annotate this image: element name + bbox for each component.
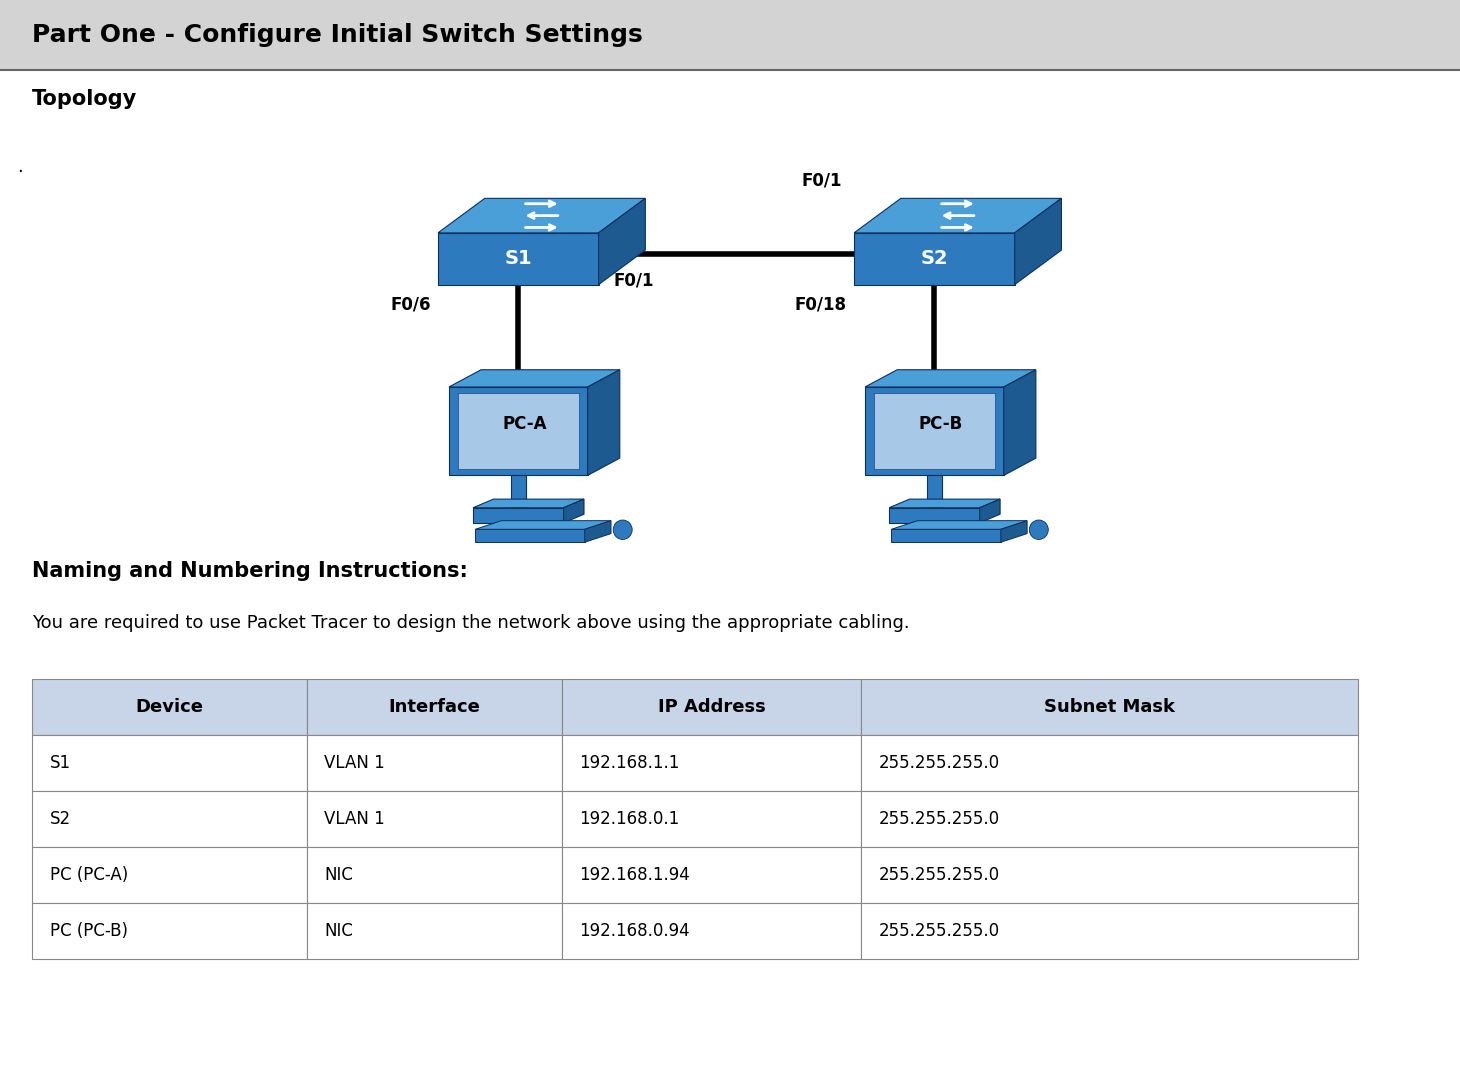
Polygon shape — [864, 387, 1004, 475]
Text: Interface: Interface — [388, 699, 480, 716]
Text: 255.255.255.0: 255.255.255.0 — [879, 811, 1000, 828]
Text: PC (PC-A): PC (PC-A) — [50, 867, 128, 884]
Text: 192.168.1.94: 192.168.1.94 — [580, 867, 691, 884]
Polygon shape — [511, 475, 526, 508]
Ellipse shape — [1029, 520, 1048, 539]
Polygon shape — [1015, 198, 1061, 285]
Text: Device: Device — [136, 699, 203, 716]
FancyBboxPatch shape — [562, 735, 861, 791]
FancyBboxPatch shape — [861, 679, 1358, 735]
FancyBboxPatch shape — [562, 903, 861, 959]
Text: S2: S2 — [50, 811, 70, 828]
Text: Addressing Table: Addressing Table — [32, 682, 234, 702]
Polygon shape — [438, 233, 599, 285]
FancyBboxPatch shape — [861, 847, 1358, 903]
FancyBboxPatch shape — [32, 735, 307, 791]
Polygon shape — [889, 499, 1000, 508]
Text: PC-A: PC-A — [502, 415, 548, 433]
Polygon shape — [854, 198, 1061, 233]
Polygon shape — [599, 198, 645, 285]
FancyBboxPatch shape — [307, 791, 562, 847]
Text: 192.168.0.94: 192.168.0.94 — [580, 923, 691, 940]
Polygon shape — [450, 370, 619, 387]
FancyBboxPatch shape — [861, 735, 1358, 791]
Polygon shape — [473, 499, 584, 508]
Text: IP Address: IP Address — [658, 699, 765, 716]
FancyBboxPatch shape — [307, 847, 562, 903]
Polygon shape — [889, 508, 980, 523]
Text: S1: S1 — [505, 249, 531, 268]
Polygon shape — [891, 521, 1028, 529]
Polygon shape — [458, 393, 578, 469]
Text: .: . — [18, 158, 23, 176]
Polygon shape — [980, 499, 1000, 523]
Polygon shape — [864, 370, 1037, 387]
Text: S2: S2 — [921, 249, 948, 268]
Polygon shape — [450, 387, 587, 475]
Text: F0/6: F0/6 — [390, 295, 431, 314]
Text: 255.255.255.0: 255.255.255.0 — [879, 923, 1000, 940]
Text: PC-B: PC-B — [918, 415, 964, 433]
FancyBboxPatch shape — [562, 847, 861, 903]
Text: Subnet Mask: Subnet Mask — [1044, 699, 1175, 716]
Polygon shape — [1002, 521, 1028, 542]
Text: You are required to use Packet Tracer to design the network above using the appr: You are required to use Packet Tracer to… — [32, 614, 910, 632]
FancyBboxPatch shape — [32, 847, 307, 903]
FancyBboxPatch shape — [562, 679, 861, 735]
Text: NIC: NIC — [324, 923, 353, 940]
Polygon shape — [1004, 370, 1037, 475]
Polygon shape — [476, 521, 612, 529]
Polygon shape — [891, 529, 1002, 542]
FancyBboxPatch shape — [307, 735, 562, 791]
FancyBboxPatch shape — [861, 791, 1358, 847]
Polygon shape — [927, 475, 942, 508]
FancyBboxPatch shape — [32, 679, 307, 735]
FancyBboxPatch shape — [0, 0, 1460, 70]
Text: Topology: Topology — [32, 89, 137, 109]
Text: 255.255.255.0: 255.255.255.0 — [879, 755, 1000, 772]
Polygon shape — [854, 233, 1015, 285]
FancyBboxPatch shape — [861, 903, 1358, 959]
Text: F0/18: F0/18 — [794, 295, 847, 314]
Polygon shape — [584, 521, 612, 542]
Text: 192.168.1.1: 192.168.1.1 — [580, 755, 680, 772]
FancyBboxPatch shape — [562, 791, 861, 847]
Polygon shape — [473, 508, 564, 523]
Text: Part One - Configure Initial Switch Settings: Part One - Configure Initial Switch Sett… — [32, 23, 642, 47]
Text: NIC: NIC — [324, 867, 353, 884]
Text: 192.168.0.1: 192.168.0.1 — [580, 811, 680, 828]
Text: F0/1: F0/1 — [802, 171, 842, 190]
Text: F0/1: F0/1 — [613, 272, 654, 290]
Polygon shape — [476, 529, 584, 542]
FancyBboxPatch shape — [32, 903, 307, 959]
Text: VLAN 1: VLAN 1 — [324, 755, 385, 772]
Polygon shape — [587, 370, 619, 475]
Text: Naming and Numbering Instructions:: Naming and Numbering Instructions: — [32, 562, 469, 581]
Polygon shape — [564, 499, 584, 523]
Text: S1: S1 — [50, 755, 70, 772]
FancyBboxPatch shape — [307, 679, 562, 735]
Text: VLAN 1: VLAN 1 — [324, 811, 385, 828]
FancyBboxPatch shape — [32, 791, 307, 847]
FancyBboxPatch shape — [307, 903, 562, 959]
Polygon shape — [438, 198, 645, 233]
Text: PC (PC-B): PC (PC-B) — [50, 923, 127, 940]
Polygon shape — [873, 393, 996, 469]
Text: 255.255.255.0: 255.255.255.0 — [879, 867, 1000, 884]
Ellipse shape — [613, 520, 632, 539]
